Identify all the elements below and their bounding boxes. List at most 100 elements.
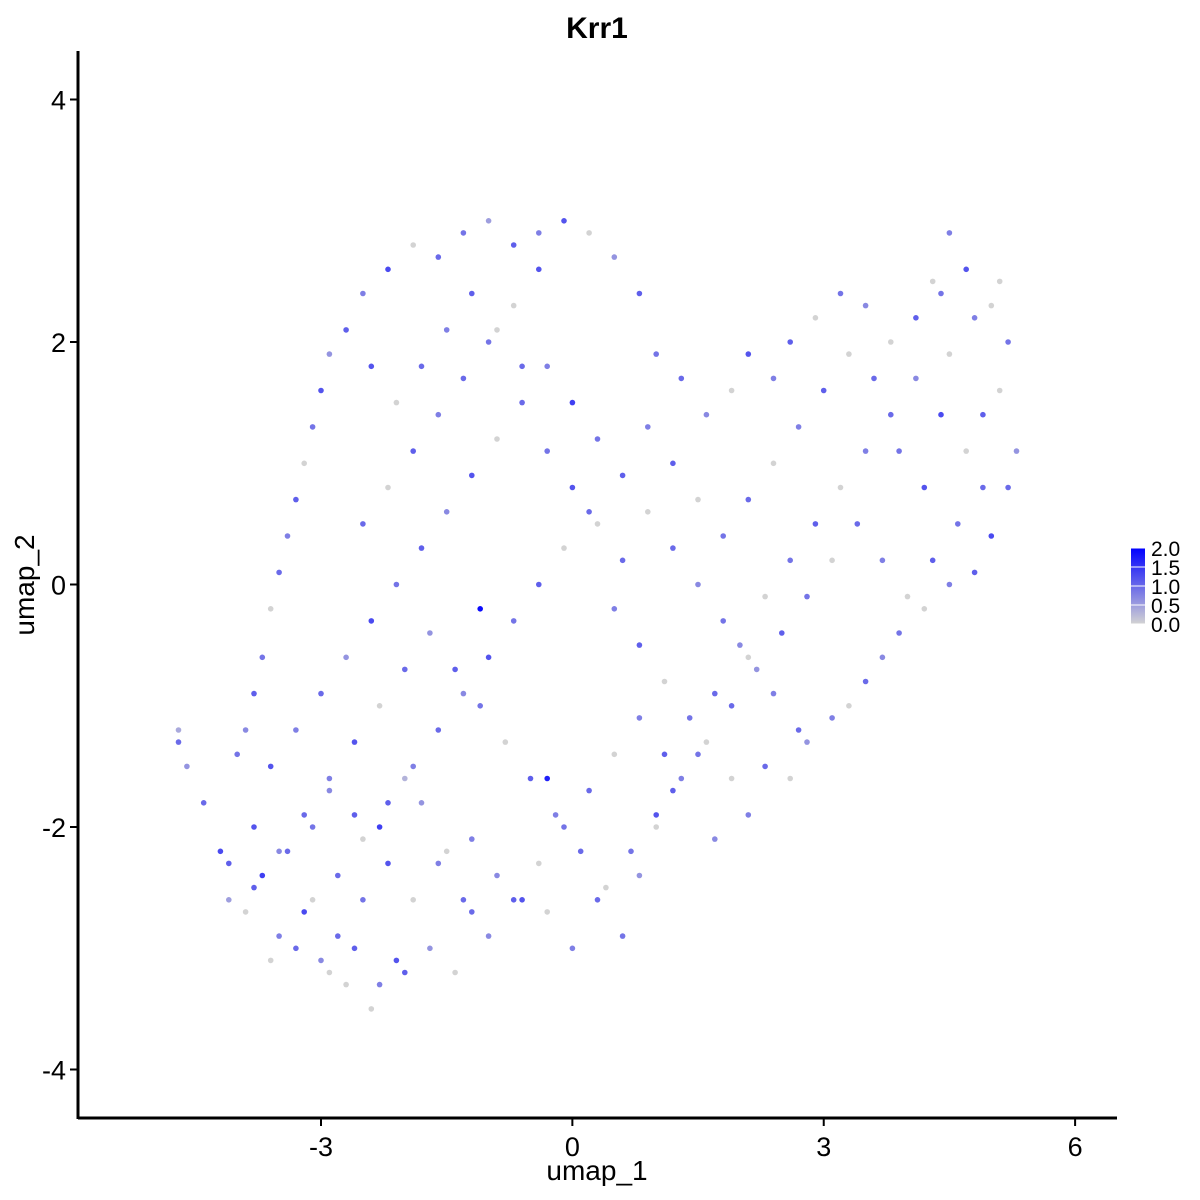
data-point [460, 690, 467, 697]
data-point [812, 521, 819, 527]
data-point [695, 581, 701, 588]
data-point [653, 812, 659, 818]
data-point [519, 399, 525, 406]
data-point [544, 775, 550, 782]
data-point [410, 763, 417, 770]
data-point [301, 812, 308, 818]
y-tick-label: 4 [51, 86, 66, 116]
data-point [636, 715, 643, 721]
data-point [611, 606, 618, 612]
data-point [586, 787, 592, 794]
data-point [469, 909, 475, 915]
data-point [309, 824, 316, 830]
data-point [477, 703, 484, 709]
data-point [343, 654, 349, 661]
data-point [577, 848, 584, 855]
data-point [862, 302, 869, 309]
x-tick-label: 3 [816, 1132, 831, 1162]
data-point [251, 824, 257, 830]
data-point [929, 557, 936, 564]
data-point [318, 690, 324, 697]
data-point [469, 290, 475, 297]
data-point [510, 242, 517, 248]
data-point [259, 654, 266, 661]
data-point [594, 436, 601, 442]
data-point [636, 642, 643, 648]
data-point [913, 375, 919, 382]
data-point [376, 824, 383, 830]
data-point [879, 654, 886, 661]
data-point [510, 618, 517, 624]
data-point [594, 897, 601, 903]
colorbar-tick-label: 1.5 [1151, 557, 1180, 580]
data-point [1005, 339, 1011, 345]
data-point [301, 909, 308, 915]
data-point [510, 897, 517, 903]
chart-title: Krr1 [566, 12, 628, 45]
data-point [460, 375, 467, 382]
data-point [326, 775, 333, 782]
data-point [293, 727, 299, 733]
data-point [904, 593, 911, 600]
data-point [846, 351, 852, 357]
data-point [561, 824, 567, 830]
data-point [670, 787, 676, 794]
data-point [242, 727, 249, 733]
colorbar-legend: 0.00.51.01.52.0 [1131, 538, 1180, 637]
data-point [678, 775, 685, 782]
data-point [653, 824, 659, 830]
colorbar-tick-label: 0.5 [1151, 595, 1180, 618]
data-point [309, 424, 316, 430]
data-point [728, 775, 735, 782]
colorbar-tick-label: 1.0 [1151, 576, 1180, 599]
data-point [435, 254, 442, 260]
data-point [829, 557, 835, 564]
data-point [276, 569, 282, 576]
data-point [410, 897, 417, 903]
data-point [309, 897, 316, 903]
data-point [418, 363, 425, 370]
data-point [510, 302, 517, 309]
data-point [745, 654, 752, 661]
data-point [427, 630, 433, 636]
data-point [787, 775, 793, 782]
data-point [335, 872, 341, 879]
data-point [862, 678, 869, 685]
data-point [435, 860, 442, 867]
data-point [980, 484, 986, 491]
data-point [896, 630, 902, 636]
data-point [259, 872, 266, 879]
data-point [544, 909, 550, 915]
data-point [335, 933, 341, 939]
data-point [846, 703, 852, 709]
data-point [804, 739, 810, 745]
data-point [427, 945, 433, 952]
data-point [653, 351, 659, 357]
data-point [502, 739, 509, 745]
y-tick-label: -4 [42, 1056, 66, 1086]
data-point [318, 957, 324, 964]
data-point [460, 230, 467, 236]
data-point [536, 266, 542, 273]
data-point [485, 218, 492, 224]
data-point [318, 387, 324, 394]
data-point [452, 969, 458, 976]
data-point [368, 618, 375, 624]
data-point [267, 957, 274, 964]
data-point [452, 666, 458, 673]
data-point [971, 569, 978, 576]
data-point [611, 254, 618, 260]
data-point [242, 909, 249, 915]
data-point [938, 411, 944, 418]
data-point [200, 800, 207, 806]
data-point [812, 315, 819, 321]
data-point [460, 897, 467, 903]
data-point [393, 581, 400, 588]
data-point [376, 981, 383, 988]
data-point [963, 448, 969, 454]
data-point [175, 739, 182, 745]
data-point [753, 666, 760, 673]
data-point [955, 521, 961, 527]
data-point [251, 884, 257, 891]
data-point [251, 690, 257, 697]
